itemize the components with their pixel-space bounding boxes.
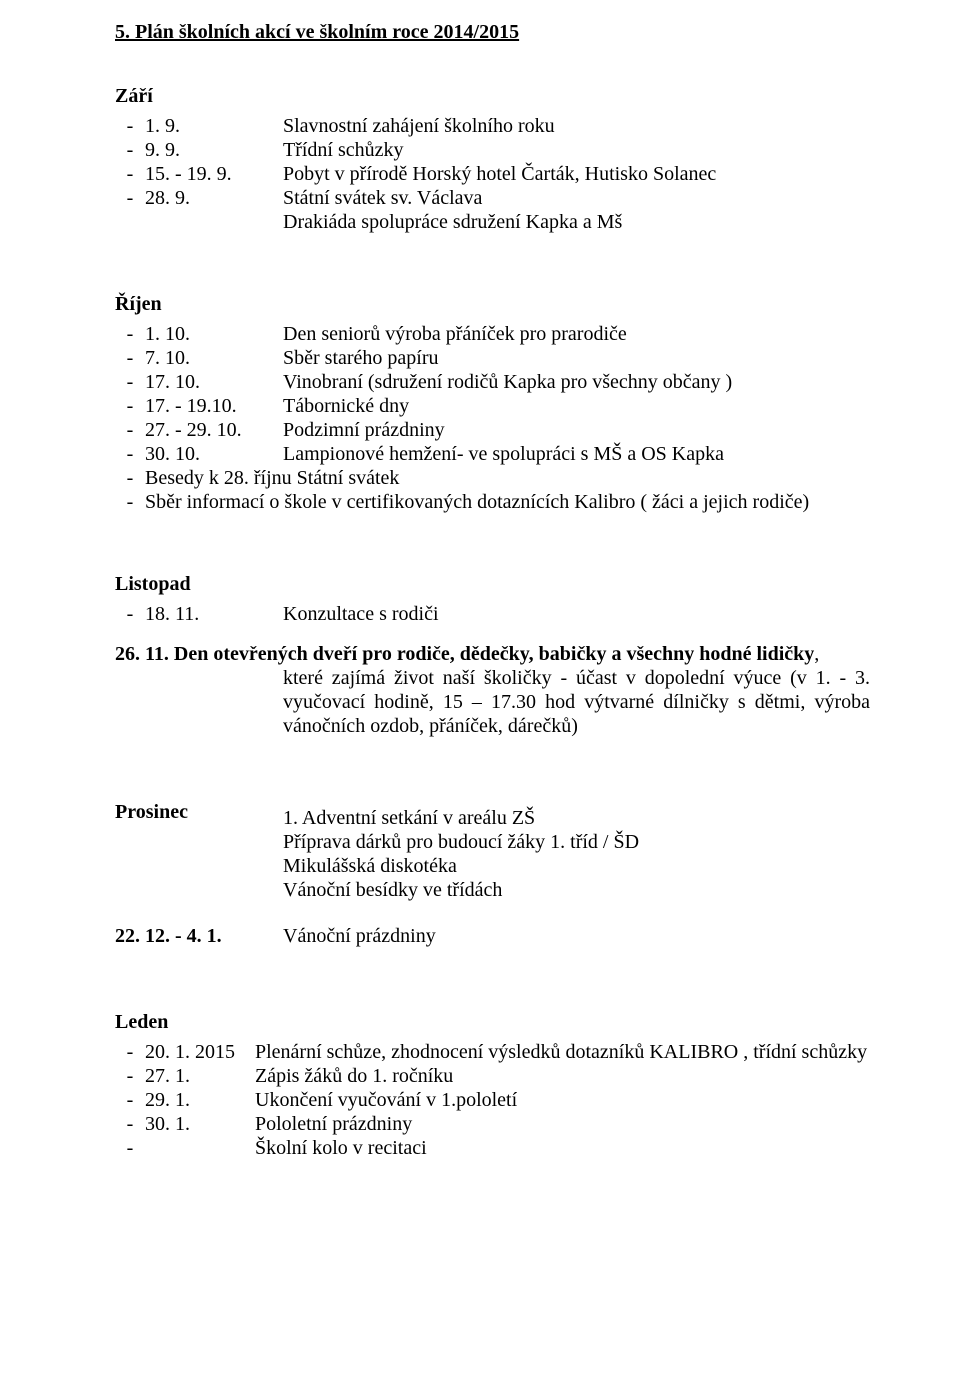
heading-listopad: Listopad <box>115 572 870 596</box>
text: Zápis žáků do 1. ročníku <box>255 1064 870 1088</box>
text: Mikulášská diskotéka <box>283 854 870 878</box>
text: Konzultace s rodiči <box>283 602 870 626</box>
list-item: - 7. 10. Sběr starého papíru <box>115 346 870 370</box>
date: 29. 1. <box>145 1088 255 1112</box>
heading-zari: Září <box>115 84 870 108</box>
date: 30. 1. <box>145 1112 255 1136</box>
date: 18. 11. <box>145 602 283 626</box>
bullet: - <box>115 162 145 186</box>
date: 22. 12. - 4. 1. <box>115 924 283 948</box>
text: Tábornické dny <box>283 394 870 418</box>
text: Sběr starého papíru <box>283 346 870 370</box>
bullet: - <box>115 602 145 626</box>
document-page: 5. Plán školních akcí ve školním roce 20… <box>0 0 960 1190</box>
list-item: - Školní kolo v recitaci <box>115 1136 870 1160</box>
text: Slavnostní zahájení školního roku <box>283 114 870 138</box>
date: 28. 9. <box>145 186 283 210</box>
text: Ukončení vyučování v 1.pololetí <box>255 1088 870 1112</box>
heading-leden: Leden <box>115 1010 870 1034</box>
date: 20. 1. 2015 <box>145 1040 255 1064</box>
date: 9. 9. <box>145 138 283 162</box>
items-rijen: - 1. 10. Den seniorů výroba přáníček pro… <box>115 322 870 514</box>
text: Podzimní prázdniny <box>283 418 870 442</box>
open-day-continuation: které zajímá život naší školičky - účast… <box>115 666 870 738</box>
list-item: 22. 12. - 4. 1. Vánoční prázdniny <box>115 924 870 948</box>
date: 7. 10. <box>145 346 283 370</box>
list-item: - 1. 9. Slavnostní zahájení školního rok… <box>115 114 870 138</box>
items-leden: - 20. 1. 2015 Plenární schůze, zhodnocen… <box>115 1040 870 1160</box>
date: 17. - 19.10. <box>145 394 283 418</box>
bullet: - <box>115 186 145 210</box>
list-item: - 27. 1. Zápis žáků do 1. ročníku <box>115 1064 870 1088</box>
text: Příprava dárků pro budoucí žáky 1. tříd … <box>283 830 870 854</box>
bullet: - <box>115 346 145 370</box>
text: Den seniorů výroba přáníček pro prarodič… <box>283 322 870 346</box>
list-item: - 1. 10. Den seniorů výroba přáníček pro… <box>115 322 870 346</box>
page-title: 5. Plán školních akcí ve školním roce 20… <box>115 20 870 44</box>
text: Lampionové hemžení- ve spolupráci s MŠ a… <box>283 442 870 466</box>
open-day-paragraph: 26. 11. Den otevřených dveří pro rodiče,… <box>115 642 870 666</box>
date: 27. - 29. 10. <box>145 418 283 442</box>
bullet: - <box>115 466 145 490</box>
text: Pobyt v přírodě Horský hotel Čarták, Hut… <box>283 162 870 186</box>
date: 1. 10. <box>145 322 283 346</box>
items-zari: - 1. 9. Slavnostní zahájení školního rok… <box>115 114 870 234</box>
list-item: - 9. 9. Třídní schůzky <box>115 138 870 162</box>
bullet: - <box>115 490 145 514</box>
prosinec-lines: 1. Adventní setkání v areálu ZŠ Příprava… <box>283 806 870 902</box>
list-item: - 30. 1. Pololetní prázdniny <box>115 1112 870 1136</box>
date: 17. 10. <box>145 370 283 394</box>
open-day-tail: které zajímá život naší školičky - účast… <box>283 667 870 737</box>
text: Plenární schůze, zhodnocení výsledků dot… <box>255 1040 870 1064</box>
date: 15. - 19. 9. <box>145 162 283 186</box>
text: Vánoční besídky ve třídách <box>283 878 870 902</box>
section-prosinec: Prosinec 1. Adventní setkání v areálu ZŠ… <box>115 800 870 948</box>
bullet: - <box>115 322 145 346</box>
open-day-tail-lead: , <box>814 643 819 665</box>
list-item: - Besedy k 28. říjnu Státní svátek <box>115 466 870 490</box>
list-item: - 17. 10. Vinobraní (sdružení rodičů Kap… <box>115 370 870 394</box>
bullet: - <box>115 1064 145 1088</box>
bullet: - <box>115 1136 145 1160</box>
bullet: - <box>115 1112 145 1136</box>
heading-rijen: Říjen <box>115 292 870 316</box>
text: Pololetní prázdniny <box>255 1112 870 1136</box>
bullet: - <box>115 370 145 394</box>
section-listopad: Listopad - 18. 11. Konzultace s rodiči 2… <box>115 572 870 738</box>
bullet: - <box>115 114 145 138</box>
list-item: - 28. 9. Státní svátek sv. Václava <box>115 186 870 210</box>
list-item: - 18. 11. Konzultace s rodiči <box>115 602 870 626</box>
text: 1. Adventní setkání v areálu ZŠ <box>283 806 870 830</box>
open-day-bold: 26. 11. Den otevřených dveří pro rodiče,… <box>115 643 814 665</box>
text: Sběr informací o škole v certifikovaných… <box>145 490 870 514</box>
list-item: - 29. 1. Ukončení vyučování v 1.pololetí <box>115 1088 870 1112</box>
text: Besedy k 28. říjnu Státní svátek <box>145 466 870 490</box>
list-item: - 30. 10. Lampionové hemžení- ve spolupr… <box>115 442 870 466</box>
bullet: - <box>115 442 145 466</box>
bullet: - <box>115 1040 145 1064</box>
list-item: - 15. - 19. 9. Pobyt v přírodě Horský ho… <box>115 162 870 186</box>
text: Vinobraní (sdružení rodičů Kapka pro vše… <box>283 370 870 394</box>
text: Školní kolo v recitaci <box>255 1136 870 1160</box>
bullet: - <box>115 138 145 162</box>
bullet: - <box>115 394 145 418</box>
text: Třídní schůzky <box>283 138 870 162</box>
list-item: Drakiáda spolupráce sdružení Kapka a Mš <box>115 210 870 234</box>
bullet: - <box>115 418 145 442</box>
bullet: - <box>115 1088 145 1112</box>
list-item: - 20. 1. 2015 Plenární schůze, zhodnocen… <box>115 1040 870 1064</box>
list-item: - Sběr informací o škole v certifikovaný… <box>115 490 870 514</box>
date: 27. 1. <box>145 1064 255 1088</box>
text: Vánoční prázdniny <box>283 924 870 948</box>
list-item: - 17. - 19.10. Tábornické dny <box>115 394 870 418</box>
text: Státní svátek sv. Václava <box>283 186 870 210</box>
text: Drakiáda spolupráce sdružení Kapka a Mš <box>283 210 870 234</box>
date: 1. 9. <box>145 114 283 138</box>
date: 30. 10. <box>145 442 283 466</box>
list-item: - 27. - 29. 10. Podzimní prázdniny <box>115 418 870 442</box>
